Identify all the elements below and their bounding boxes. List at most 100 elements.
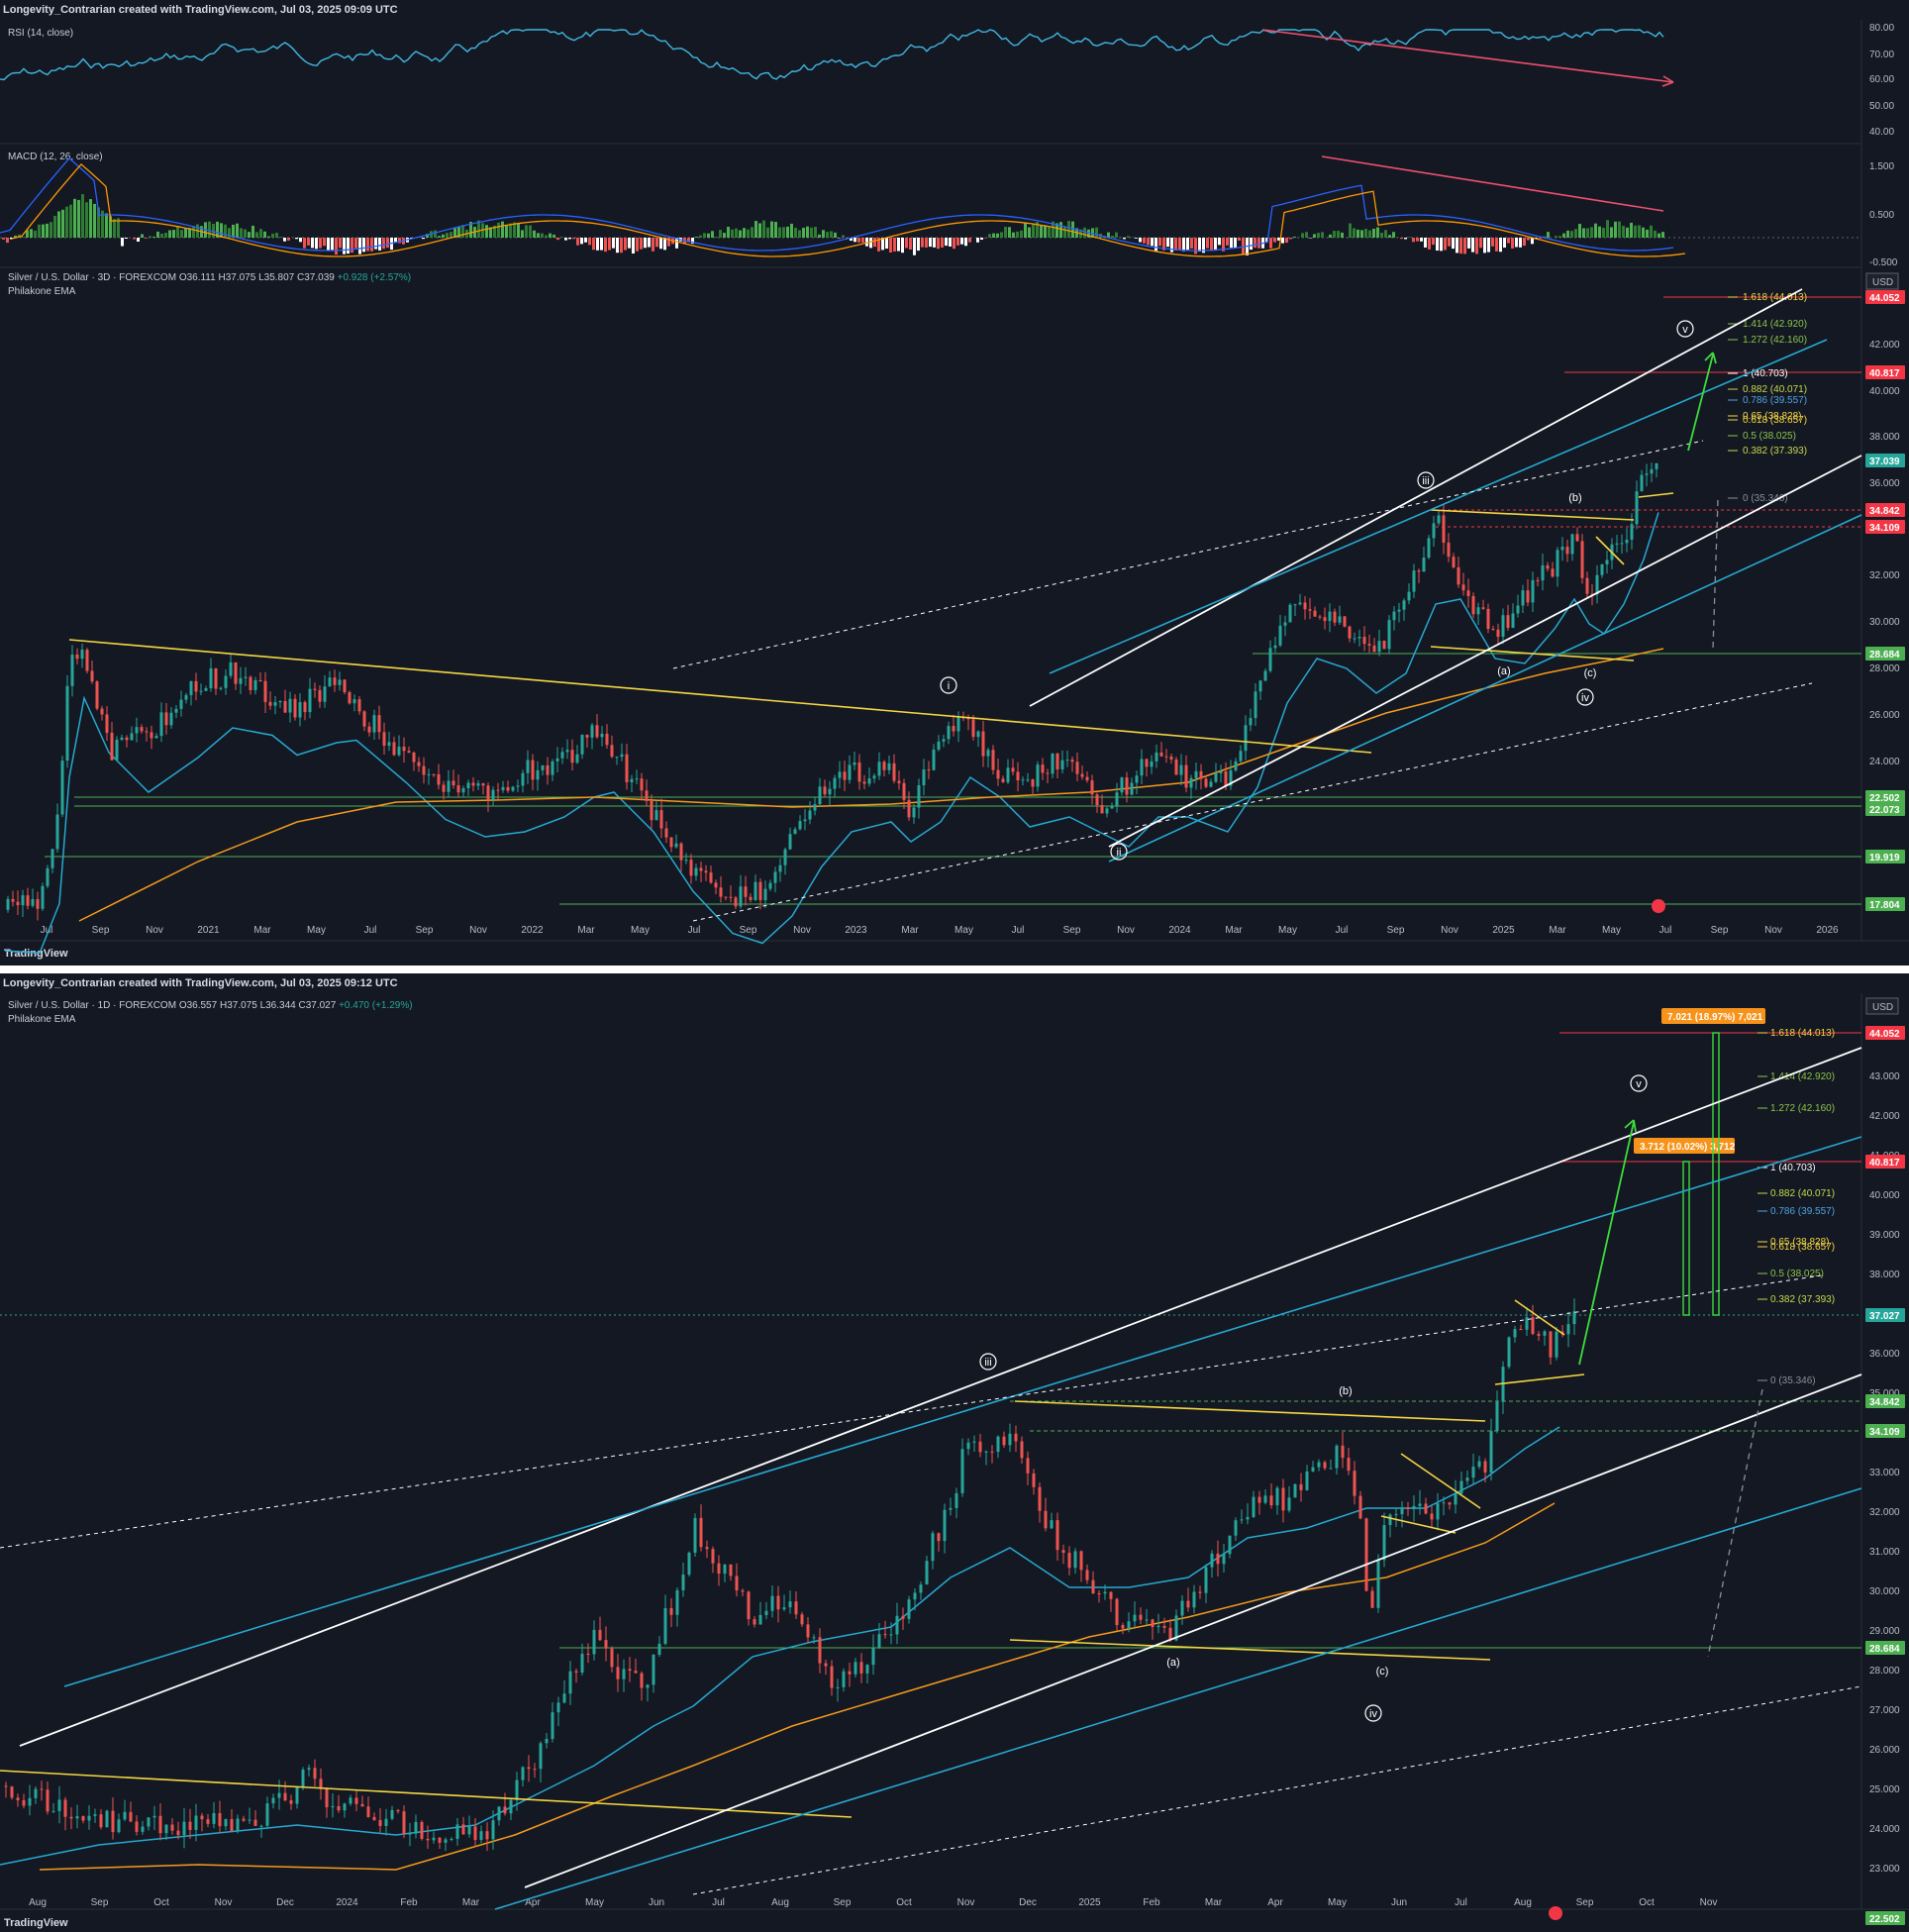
macd-histogram-bar <box>1087 229 1090 238</box>
bottom-candle-body <box>551 1712 554 1740</box>
top-candle-body <box>412 752 416 763</box>
macd-histogram-bar <box>362 238 365 253</box>
price-tick-label: 27.000 <box>1869 1705 1900 1716</box>
wave-label: (c) <box>1584 667 1597 679</box>
flag-line <box>1380 1515 1457 1534</box>
bottom-candle-body <box>1317 1462 1321 1468</box>
top-candle-body <box>1491 629 1495 631</box>
bottom-candle-body <box>129 1811 133 1822</box>
top-candle-body <box>461 788 465 793</box>
macd-histogram-bar <box>446 233 449 238</box>
time-tick-label: Aug <box>29 1897 47 1908</box>
bottom-candle-body <box>604 1640 608 1649</box>
bottom-candle-body <box>390 1809 394 1819</box>
bottom-candle-body <box>1168 1627 1172 1641</box>
top-candle-body <box>456 785 460 793</box>
bottom-candle-body <box>598 1629 602 1641</box>
macd-histogram-bar <box>707 233 710 238</box>
macd-histogram-bar <box>1372 228 1375 238</box>
top-candle-body <box>1645 473 1649 475</box>
macd-histogram-bar <box>422 238 425 240</box>
macd-histogram-bar <box>101 210 104 238</box>
macd-histogram-bar <box>57 211 60 238</box>
bottom-candle-body <box>1347 1458 1351 1472</box>
macd-histogram-bar <box>1071 221 1074 238</box>
macd-histogram-bar <box>311 238 314 249</box>
bottom-candle-body <box>1156 1625 1160 1628</box>
top-candle-body <box>956 717 960 732</box>
price-tick-label: 39.000 <box>1869 1230 1900 1241</box>
macd-histogram-bar <box>774 222 777 238</box>
bottom-candle-body <box>438 1837 442 1843</box>
bottom-candle-body <box>568 1671 572 1694</box>
macd-histogram-bar <box>485 225 488 238</box>
bottom-candle-body <box>545 1739 549 1744</box>
top-candle-body <box>1625 540 1629 544</box>
top-candle-body <box>1070 760 1074 763</box>
wave-circle <box>979 1353 997 1371</box>
time-tick-label: Feb <box>400 1897 418 1908</box>
top-candle-body <box>21 895 25 906</box>
macd-histogram-bar <box>1059 222 1062 238</box>
time-tick-label: May <box>631 925 650 936</box>
time-tick-label: Jul <box>1336 925 1349 936</box>
macd-histogram-bar <box>1218 238 1221 246</box>
price-tick-label: 23.000 <box>1869 1864 1900 1875</box>
top-candle-body <box>11 898 15 902</box>
bottom-candle-body <box>176 1830 180 1836</box>
top-chart-canvas[interactable]: 80.00 70.00 60.00 50.00 40.00 1.500 0.500 -0.50… <box>0 0 1909 966</box>
bottom-chart-panel[interactable]: Longevity_Contrarian created with Tradin… <box>0 973 1909 1932</box>
top-candle-body <box>932 749 936 770</box>
macd-histogram-bar <box>1194 238 1197 254</box>
macd-histogram-bar <box>929 238 932 248</box>
macd-histogram-bar <box>885 238 888 250</box>
macd-histogram-bar <box>2 238 5 240</box>
top-chart-panel[interactable]: Longevity_Contrarian created with Tradin… <box>0 0 1909 966</box>
top-candle-body <box>585 735 589 738</box>
macd-histogram-bar <box>1436 238 1439 252</box>
top-candle-body <box>1120 777 1124 793</box>
top-candle-body <box>65 685 69 762</box>
top-candle-body <box>1313 610 1317 617</box>
bottom-candle-body <box>1097 1593 1101 1595</box>
bottom-candle-body <box>996 1436 1000 1453</box>
price-tag <box>1865 790 1905 804</box>
top-candle-body <box>26 895 30 906</box>
macd-histogram-bar <box>73 198 76 238</box>
bottom-candle-body <box>747 1591 751 1620</box>
time-tick-label: Aug <box>771 1897 789 1908</box>
time-tick-label: Nov <box>1117 925 1135 936</box>
time-tick-label: May <box>1328 1897 1347 1908</box>
top-candle-body <box>1234 761 1238 770</box>
bottom-chart-canvas[interactable]: USD43.00042.00041.00040.00039.00038.0003… <box>0 973 1909 1932</box>
bottom-candle-body <box>646 1684 650 1688</box>
time-tick-label: Mar <box>1205 1897 1223 1908</box>
bottom-candle-body <box>1572 1311 1576 1325</box>
macd-histogram-bar <box>826 232 829 238</box>
top-candle-body <box>798 821 802 830</box>
top-candle-body <box>1457 566 1460 585</box>
bottom-candle-body <box>1299 1483 1303 1490</box>
price-tick-label: 35.000 <box>1869 1388 1900 1399</box>
bottom-candle-body <box>69 1816 73 1819</box>
macd-histogram-bar <box>1487 238 1490 253</box>
bottom-candle-body <box>360 1803 364 1807</box>
macd-histogram-bar <box>525 225 528 238</box>
macd-histogram-bar <box>881 238 884 251</box>
currency-box <box>1865 272 1899 290</box>
macd-histogram-bar <box>1622 226 1625 238</box>
top-candle-body <box>1461 584 1465 591</box>
top-candle-body <box>1199 770 1203 779</box>
macd-histogram-bar <box>1281 238 1284 244</box>
top-candle-body <box>145 731 149 733</box>
bottom-candle-body <box>432 1837 436 1841</box>
price-tag-label: 44.052 <box>1869 1029 1900 1040</box>
macd-histogram-bar <box>69 204 72 238</box>
time-tick-label: 2021 <box>197 925 220 936</box>
time-tick-label: May <box>307 925 326 936</box>
top-candle-body <box>486 785 490 800</box>
top-candle-body <box>1278 625 1282 646</box>
macd-histogram-bar <box>1067 221 1070 238</box>
top-candle-body <box>892 763 896 781</box>
ohlc-low: L35.807 <box>258 272 295 283</box>
